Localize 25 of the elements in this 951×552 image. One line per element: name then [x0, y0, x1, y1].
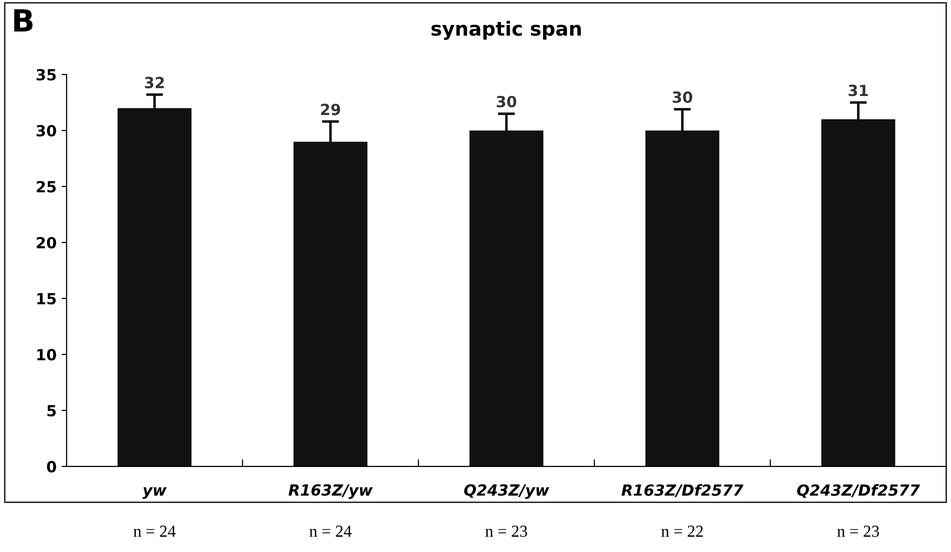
text: n = 24	[309, 526, 352, 537]
y-tick-label: 20	[36, 236, 56, 249]
data-label: 32	[144, 76, 164, 88]
data-label: 30	[672, 91, 692, 103]
text: n = 22	[661, 526, 703, 537]
text: n = 24	[134, 526, 176, 537]
y-tick-label: 25	[36, 180, 56, 193]
text: n = 23	[837, 526, 879, 537]
data-label: 29	[321, 104, 340, 116]
y-tick-label: 5	[47, 405, 56, 416]
text: n = 23	[485, 526, 528, 537]
x-tick-label: yw	[142, 487, 167, 499]
x-tick-label: R163Z/Df2577	[622, 484, 744, 498]
x-tick-label: Q243Z/Df2577	[797, 484, 920, 498]
y-tick-label: 0	[46, 460, 56, 472]
y-tick-label: 30	[36, 124, 56, 137]
data-label: 31	[848, 84, 868, 96]
y-tick-label: 15	[37, 293, 56, 304]
x-tick-label: R163Z/yw	[288, 484, 373, 499]
text: B	[14, 9, 33, 32]
chart-title: synaptic span	[431, 20, 581, 40]
x-tick-label: Q243Z/yw	[464, 484, 550, 499]
data-label: 30	[496, 96, 516, 108]
y-tick-label: 10	[37, 348, 56, 360]
y-tick-label: 35	[36, 68, 56, 81]
